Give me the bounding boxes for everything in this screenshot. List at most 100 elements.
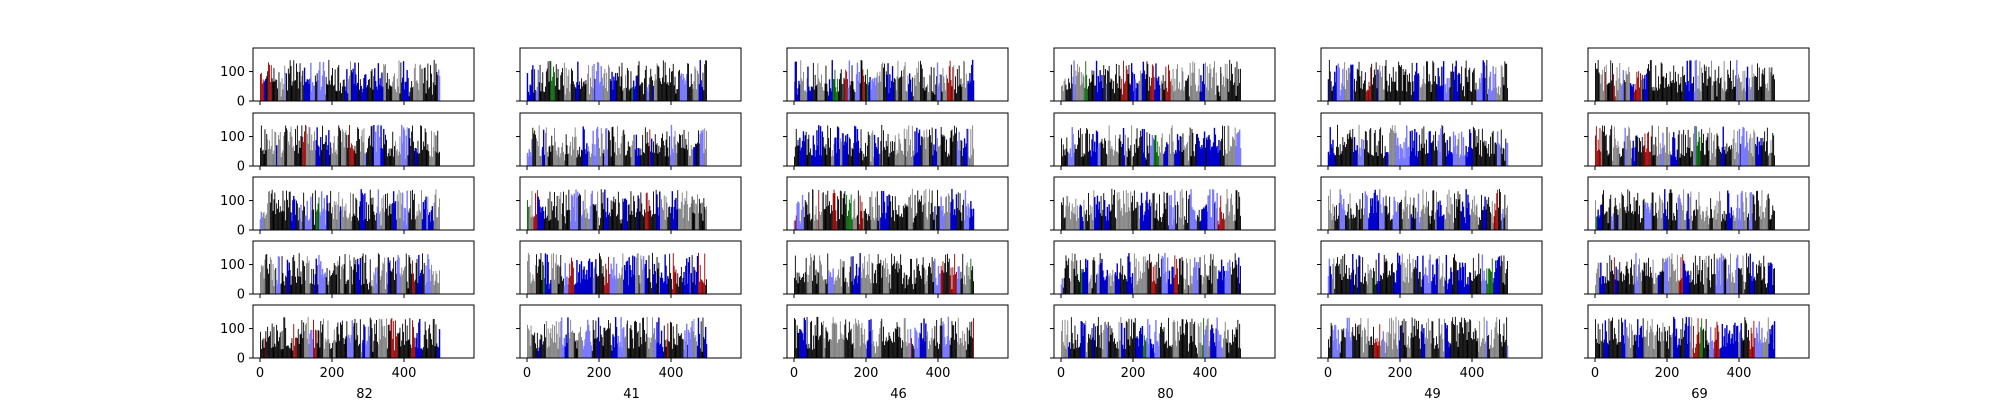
- bar: [605, 211, 607, 230]
- bar: [1423, 204, 1425, 230]
- bar: [850, 81, 852, 101]
- bar: [422, 253, 423, 294]
- bar: [877, 82, 879, 101]
- bar: [690, 73, 692, 101]
- bar: [1492, 282, 1494, 294]
- bar: [1398, 158, 1401, 166]
- bar: [1178, 258, 1180, 294]
- bar: [291, 275, 293, 294]
- bar: [1391, 219, 1393, 230]
- bar: [1140, 70, 1142, 101]
- bar: [836, 91, 838, 101]
- bar: [269, 263, 270, 294]
- bar: [821, 211, 822, 230]
- bars: [794, 316, 974, 358]
- bar: [908, 197, 910, 230]
- bar: [352, 269, 354, 294]
- bar: [887, 206, 889, 230]
- bar: [703, 198, 705, 230]
- bar: [269, 335, 270, 358]
- bar: [544, 324, 545, 358]
- bar: [1209, 189, 1211, 230]
- bar: [1154, 134, 1156, 166]
- bar: [689, 338, 692, 358]
- bar: [614, 80, 616, 101]
- bar: [293, 145, 295, 166]
- bar: [537, 351, 539, 358]
- bar: [1336, 146, 1337, 166]
- bar: [862, 69, 864, 101]
- bar: [948, 195, 950, 230]
- bar: [408, 96, 410, 101]
- bar: [907, 151, 909, 166]
- bar: [943, 76, 945, 101]
- bar: [1133, 287, 1134, 294]
- bar: [627, 141, 629, 166]
- bar: [528, 207, 530, 230]
- bar: [1465, 145, 1467, 166]
- bar: [891, 340, 893, 358]
- bar: [1084, 154, 1086, 166]
- bar: [1412, 258, 1414, 294]
- bar: [1123, 279, 1124, 294]
- bar: [814, 74, 816, 101]
- bar: [550, 151, 552, 166]
- bar: [842, 133, 844, 166]
- bar: [325, 76, 327, 101]
- bar: [938, 146, 940, 166]
- bar: [1368, 273, 1370, 294]
- bars: [1061, 59, 1241, 101]
- bar: [1373, 271, 1375, 294]
- bar: [1375, 259, 1377, 294]
- bar: [394, 145, 395, 166]
- bar: [913, 217, 915, 230]
- bar: [687, 262, 690, 294]
- bar: [844, 191, 846, 230]
- bar: [437, 69, 440, 101]
- bar: [796, 203, 798, 230]
- bar: [379, 279, 381, 294]
- bar: [673, 265, 675, 294]
- bar: [354, 145, 356, 166]
- bar: [617, 126, 618, 166]
- bar: [305, 124, 306, 166]
- bar: [608, 131, 610, 166]
- bar: [908, 84, 910, 101]
- bar: [1152, 137, 1154, 166]
- bar: [872, 130, 874, 166]
- bar: [1448, 150, 1450, 166]
- bar: [1401, 219, 1403, 230]
- bar: [536, 138, 537, 166]
- bar: [439, 270, 440, 294]
- bar: [863, 268, 865, 294]
- bar: [1403, 75, 1405, 101]
- bar: [1403, 142, 1405, 166]
- bar: [1196, 279, 1199, 294]
- bar: [668, 341, 670, 358]
- bar: [1196, 133, 1199, 166]
- bar: [320, 261, 322, 294]
- bar: [1070, 317, 1072, 358]
- bar: [1452, 131, 1455, 166]
- bar: [1225, 77, 1227, 101]
- bar: [878, 75, 880, 101]
- bar: [935, 84, 937, 101]
- bar: [1439, 279, 1441, 294]
- bar: [340, 322, 341, 358]
- bar: [1160, 217, 1161, 230]
- bar: [1359, 147, 1361, 166]
- bar: [1378, 253, 1380, 294]
- bar: [1492, 222, 1494, 230]
- bar: [418, 89, 420, 101]
- bar: [1438, 256, 1440, 294]
- bar: [1080, 269, 1082, 294]
- bar: [1486, 268, 1488, 294]
- bar: [944, 263, 946, 294]
- bar: [1434, 150, 1436, 166]
- bar: [1428, 131, 1430, 166]
- bar: [1159, 267, 1160, 294]
- bar: [698, 252, 699, 294]
- bar: [1354, 150, 1357, 166]
- bar: [404, 344, 405, 358]
- bar: [1198, 268, 1200, 294]
